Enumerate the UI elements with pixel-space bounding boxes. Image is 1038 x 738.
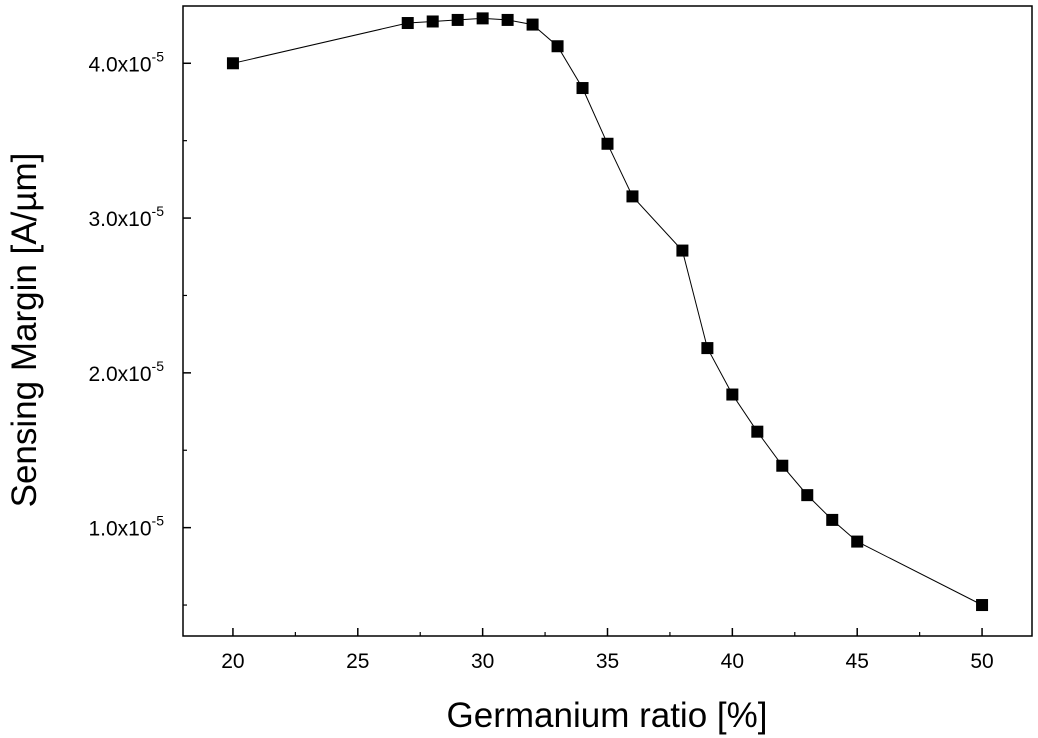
data-point bbox=[851, 535, 864, 548]
y-tick-mantissa: 3.0x10 bbox=[88, 208, 151, 231]
data-point bbox=[501, 13, 514, 26]
y-tick-label: 1.0x10-5 bbox=[88, 513, 164, 541]
data-markers bbox=[226, 12, 989, 612]
y-tick-mantissa: 1.0x10 bbox=[88, 518, 151, 541]
x-tick-label: 30 bbox=[471, 650, 494, 673]
data-point bbox=[701, 342, 714, 355]
y-tick-exponent: -5 bbox=[152, 358, 165, 374]
x-axis-ticks: 20 25 30 35 40 45 50 bbox=[221, 628, 994, 673]
x-tick-label: 50 bbox=[970, 650, 993, 673]
y-tick-label: 3.0x10-5 bbox=[88, 203, 164, 231]
y-axis-ticks: 1.0x10-52.0x10-53.0x10-54.0x10-5 bbox=[88, 48, 191, 606]
x-tick-label: 45 bbox=[846, 650, 869, 673]
data-point bbox=[826, 513, 839, 526]
data-point bbox=[476, 12, 489, 25]
y-tick-mantissa: 2.0x10 bbox=[88, 363, 151, 386]
data-point bbox=[226, 57, 239, 70]
x-tick-label: 25 bbox=[346, 650, 369, 673]
data-point bbox=[426, 15, 439, 28]
data-point bbox=[676, 244, 689, 257]
data-point bbox=[976, 599, 989, 612]
data-point bbox=[801, 489, 814, 502]
data-point bbox=[601, 137, 614, 150]
data-point bbox=[451, 13, 464, 26]
data-point bbox=[726, 388, 739, 401]
y-axis-title: Sensing Margin [A/µm] bbox=[5, 153, 44, 508]
x-axis-title: Germanium ratio [%] bbox=[447, 696, 768, 735]
x-tick-label: 35 bbox=[596, 650, 619, 673]
plot-frame bbox=[182, 5, 1033, 637]
y-tick-exponent: -5 bbox=[152, 513, 165, 529]
series-line bbox=[232, 17, 983, 606]
x-tick-label: 40 bbox=[721, 650, 744, 673]
data-point bbox=[551, 40, 564, 53]
y-tick-label: 2.0x10-5 bbox=[88, 358, 164, 386]
x-tick-label: 20 bbox=[221, 650, 244, 673]
y-tick-exponent: -5 bbox=[152, 48, 165, 64]
y-tick-mantissa: 4.0x10 bbox=[88, 53, 151, 76]
y-tick-label: 4.0x10-5 bbox=[88, 48, 164, 76]
data-point bbox=[776, 459, 789, 472]
data-point bbox=[576, 82, 589, 95]
data-point bbox=[526, 18, 539, 31]
y-tick-exponent: -5 bbox=[152, 203, 165, 219]
data-point bbox=[626, 190, 639, 203]
data-point bbox=[751, 425, 764, 438]
data-point bbox=[401, 17, 414, 30]
